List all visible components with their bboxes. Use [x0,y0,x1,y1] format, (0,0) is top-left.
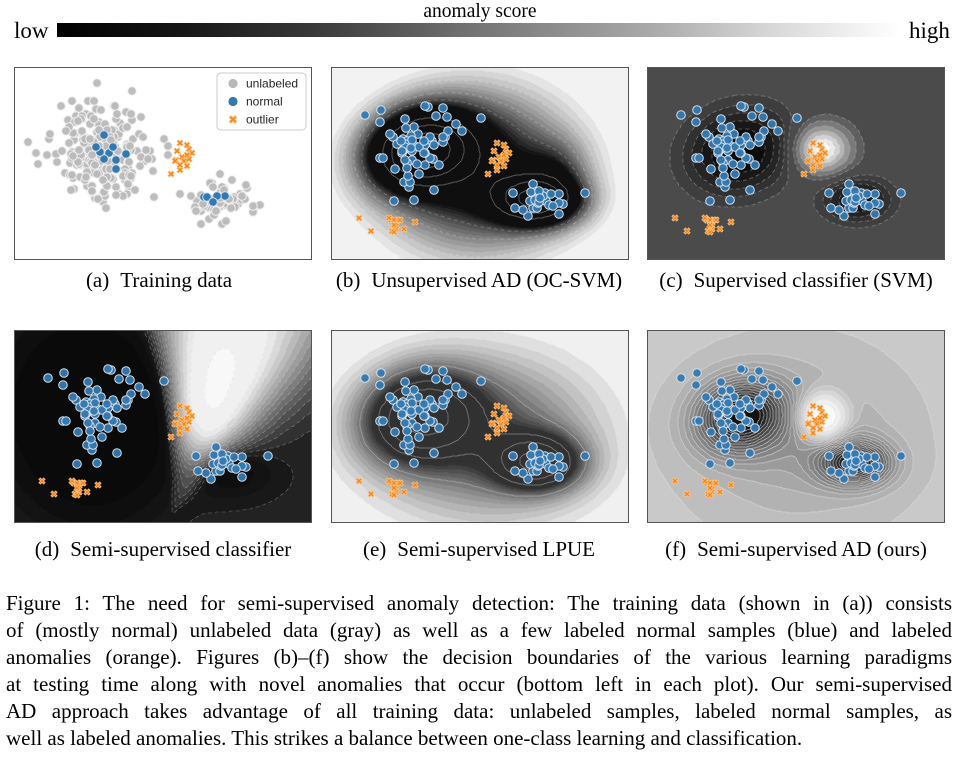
svg-text:outlier: outlier [246,113,279,127]
svg-text:normal: normal [246,95,283,109]
svg-text:unlabeled: unlabeled [246,77,298,91]
